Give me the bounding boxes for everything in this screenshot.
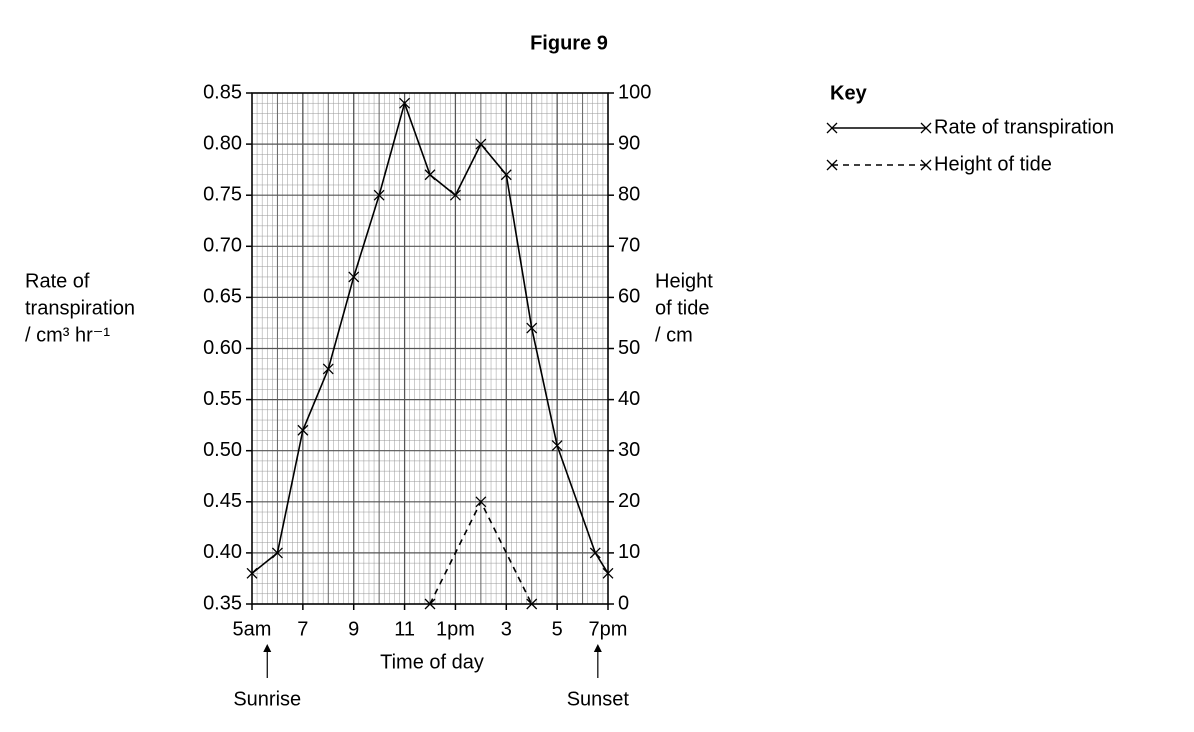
y-tick-label: 0.75: [203, 183, 242, 205]
y2-tick-label: 10: [618, 541, 640, 563]
x-tick-label: 7: [297, 618, 308, 640]
legend-marker: [920, 122, 932, 134]
legend-marker: [826, 159, 838, 171]
point-marker: [271, 547, 283, 559]
y-axis-label: Rate of: [25, 270, 90, 292]
point-marker: [526, 322, 538, 334]
y2-axis-label: of tide: [655, 297, 709, 319]
legend-marker: [826, 122, 838, 134]
point-marker: [449, 189, 461, 201]
y2-tick-label: 20: [618, 490, 640, 512]
y-tick-label: 0.80: [203, 132, 242, 154]
y2-tick-label: 100: [618, 81, 651, 103]
x-tick-label: 3: [501, 618, 512, 640]
y2-tick-label: 30: [618, 439, 640, 461]
y-axis-label: transpiration: [25, 297, 135, 319]
y2-tick-label: 60: [618, 286, 640, 308]
y2-axis-label: Height: [655, 270, 713, 292]
point-marker: [322, 363, 334, 375]
y-tick-label: 0.60: [203, 337, 242, 359]
point-marker: [348, 271, 360, 283]
point-marker: [551, 440, 563, 452]
point-marker: [589, 547, 601, 559]
y-tick-label: 0.55: [203, 388, 242, 410]
y2-tick-label: 80: [618, 183, 640, 205]
annotation-arrowhead: [263, 644, 272, 652]
point-marker: [373, 189, 385, 201]
x-tick-label: 11: [394, 618, 415, 640]
point-marker: [475, 496, 487, 508]
y2-tick-label: 90: [618, 132, 640, 154]
point-marker: [475, 138, 487, 150]
point-marker: [399, 97, 411, 109]
x-tick-label: 1pm: [436, 618, 475, 640]
x-tick-label: 5am: [233, 618, 272, 640]
legend-label: Rate of transpiration: [934, 116, 1114, 138]
annotation-arrowhead: [593, 644, 602, 652]
x-tick-label: 5: [552, 618, 563, 640]
y-tick-label: 0.65: [203, 286, 242, 308]
y-tick-label: 0.45: [203, 490, 242, 512]
annotation: Sunset: [567, 688, 630, 710]
legend-marker: [920, 159, 932, 171]
x-tick-label: 9: [348, 618, 359, 640]
legend-title: Key: [830, 82, 868, 104]
y2-axis-label: / cm: [655, 324, 693, 346]
annotation: Sunrise: [233, 688, 301, 710]
y-tick-label: 0.40: [203, 541, 242, 563]
point-marker: [602, 567, 614, 579]
y2-tick-label: 0: [618, 592, 629, 614]
point-marker: [246, 567, 258, 579]
point-marker: [526, 598, 538, 610]
chart-title: Figure 9: [530, 32, 608, 54]
y-axis-label: / cm³ hr⁻¹: [25, 324, 110, 346]
y2-tick-label: 40: [618, 388, 640, 410]
y2-tick-label: 70: [618, 235, 640, 257]
point-marker: [297, 424, 309, 436]
y-tick-label: 0.35: [203, 592, 242, 614]
legend-label: Height of tide: [934, 153, 1052, 175]
y-tick-label: 0.50: [203, 439, 242, 461]
point-marker: [424, 598, 436, 610]
y-tick-label: 0.85: [203, 81, 242, 103]
x-tick-label: 7pm: [589, 618, 628, 640]
x-axis-label: Time of day: [380, 651, 484, 673]
point-marker: [500, 169, 512, 181]
point-marker: [424, 169, 436, 181]
y-tick-label: 0.70: [203, 235, 242, 257]
y2-tick-label: 50: [618, 337, 640, 359]
